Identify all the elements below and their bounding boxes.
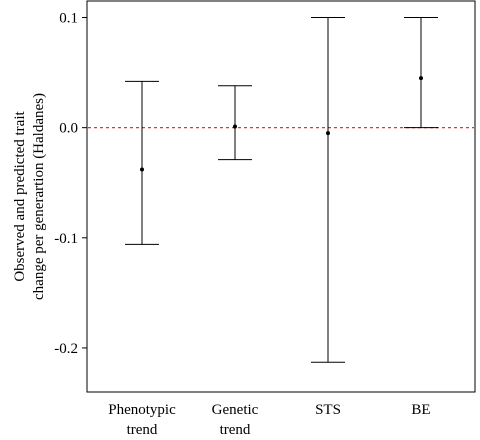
x-axis-labels: Phenotypic trend Genetic trend STS BE <box>108 402 430 438</box>
x-category-label: STS <box>315 402 341 418</box>
point-estimate <box>140 167 144 172</box>
point-estimate <box>419 76 423 81</box>
y-tick-label: -0.1 <box>54 231 78 247</box>
y-tick-label: 0.1 <box>59 11 78 27</box>
y-tick-label: 0.0 <box>59 121 78 137</box>
error-bar <box>218 85 252 161</box>
error-bar <box>125 80 159 245</box>
plot-frame <box>86 0 476 393</box>
x-category-label: Genetic <box>212 402 259 418</box>
x-category-label: Phenotypic <box>108 402 176 418</box>
point-estimate <box>326 131 330 136</box>
y-axis-title-line: Observed and predicted trait <box>12 111 28 282</box>
y-tick-label: -0.2 <box>54 341 78 357</box>
error-bars <box>125 17 438 363</box>
x-category-label: BE <box>411 402 430 418</box>
x-category-label: trend <box>220 422 251 438</box>
y-axis-ticks: 0.1 0.0 -0.1 -0.2 <box>54 11 87 357</box>
y-axis-title-line: change per generartion (Haldanes) <box>31 93 47 300</box>
point-estimate <box>233 124 237 129</box>
error-bar <box>404 17 438 129</box>
y-axis-title: Observed and predicted trait change per g… <box>12 93 47 300</box>
error-bar <box>311 17 345 363</box>
x-category-label: trend <box>127 422 158 438</box>
